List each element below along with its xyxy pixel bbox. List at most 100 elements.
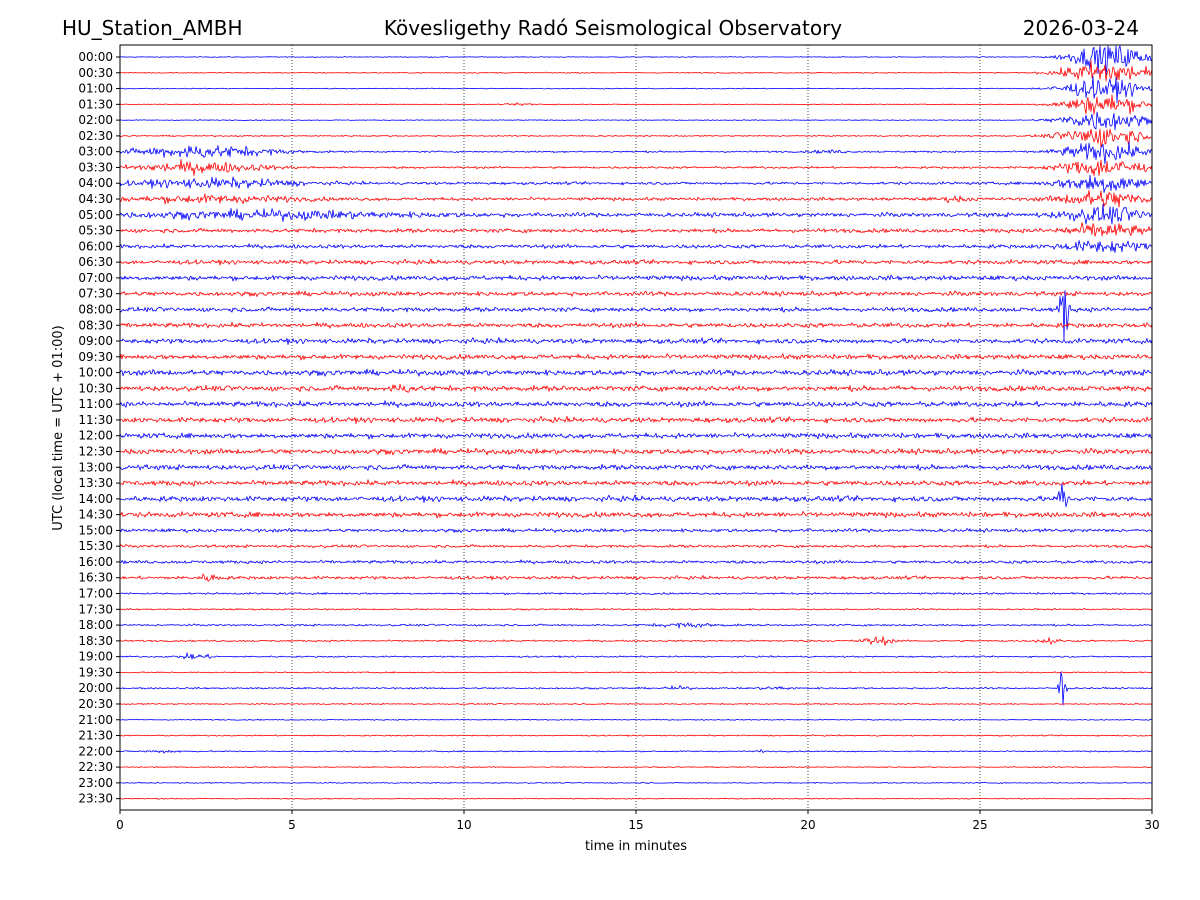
y-tick-label: 12:00 xyxy=(78,429,113,443)
trace-row-1800 xyxy=(119,622,1153,629)
y-tick-label: 19:30 xyxy=(78,665,113,679)
y-tick-label: 17:30 xyxy=(78,602,113,616)
y-tick-label: 18:00 xyxy=(78,618,113,632)
x-axis-ticks: 0 5 10 15 20 25 30 xyxy=(116,810,1160,832)
trace-row-0900 xyxy=(119,337,1153,345)
x-tick-label: 0 xyxy=(116,818,124,832)
y-tick-label: 11:30 xyxy=(78,413,113,427)
y-tick-label: 19:00 xyxy=(78,650,113,664)
trace-row-1230 xyxy=(119,447,1153,456)
y-tick-label: 06:00 xyxy=(78,239,113,253)
y-tick-label: 20:00 xyxy=(78,681,113,695)
x-axis-label: time in minutes xyxy=(585,839,687,854)
trace-row-0800 xyxy=(119,290,1153,341)
trace-row-1100 xyxy=(119,400,1153,408)
trace-row-0100 xyxy=(119,75,1153,104)
trace-row-2030 xyxy=(119,702,1153,706)
trace-row-1430 xyxy=(119,510,1153,519)
trace-row-1730 xyxy=(119,607,1153,611)
trace-row-2200 xyxy=(119,749,1153,754)
x-tick-label: 25 xyxy=(972,818,987,832)
y-tick-label: 08:30 xyxy=(78,318,113,332)
trace-row-1130 xyxy=(119,415,1153,424)
y-axis-label: UTC (local time = UTC + 01:00) xyxy=(51,325,66,530)
trace-row-2300 xyxy=(119,781,1153,784)
trace-row-0400 xyxy=(119,174,1153,193)
y-tick-label: 09:30 xyxy=(78,350,113,364)
trace-row-0700 xyxy=(119,274,1153,282)
x-tick-label: 30 xyxy=(1144,818,1159,832)
y-tick-label: 06:30 xyxy=(78,255,113,269)
trace-row-0430 xyxy=(119,189,1153,208)
y-tick-label: 14:30 xyxy=(78,508,113,522)
y-tick-label: 10:00 xyxy=(78,366,113,380)
y-tick-label: 12:30 xyxy=(78,445,113,459)
y-tick-label: 22:00 xyxy=(78,744,113,758)
date-title: 2026-03-24 xyxy=(1023,16,1139,40)
y-tick-label: 07:00 xyxy=(78,271,113,285)
y-tick-label: 23:30 xyxy=(78,792,113,806)
y-tick-label: 02:00 xyxy=(78,113,113,127)
trace-row-0830 xyxy=(119,321,1153,329)
station-title: HU_Station_AMBH xyxy=(62,16,242,40)
y-tick-label: 01:00 xyxy=(78,82,113,96)
x-tick-label: 10 xyxy=(456,818,471,832)
trace-row-2100 xyxy=(119,718,1153,721)
y-tick-label: 09:00 xyxy=(78,334,113,348)
trace-row-0600 xyxy=(119,240,1153,254)
y-tick-label: 05:30 xyxy=(78,224,113,238)
y-tick-label: 03:00 xyxy=(78,145,113,159)
y-tick-label: 00:00 xyxy=(78,50,113,64)
y-tick-label: 21:00 xyxy=(78,713,113,727)
y-tick-label: 22:30 xyxy=(78,760,113,774)
trace-row-0330 xyxy=(119,158,1153,177)
y-tick-label: 14:00 xyxy=(78,492,113,506)
trace-row-2230 xyxy=(119,766,1153,769)
x-tick-label: 15 xyxy=(628,818,643,832)
y-tick-label: 16:30 xyxy=(78,571,113,585)
y-tick-label: 13:00 xyxy=(78,460,113,474)
y-tick-label: 18:30 xyxy=(78,634,113,648)
y-tick-label: 04:30 xyxy=(78,192,113,206)
trace-row-1900 xyxy=(119,652,1153,660)
trace-row-0300 xyxy=(119,141,1153,165)
y-tick-label: 11:00 xyxy=(78,397,113,411)
trace-row-1600 xyxy=(119,559,1153,565)
trace-row-0930 xyxy=(119,353,1153,361)
trace-row-0500 xyxy=(119,203,1153,225)
trace-row-2000 xyxy=(119,671,1153,706)
trace-row-0530 xyxy=(119,222,1153,237)
y-tick-label: 23:00 xyxy=(78,776,113,790)
trace-row-2330 xyxy=(119,797,1153,800)
trace-row-1300 xyxy=(119,463,1153,471)
trace-row-1530 xyxy=(119,544,1153,549)
trace-row-1400 xyxy=(119,483,1153,508)
trace-row-1930 xyxy=(119,671,1153,674)
trace-row-0130 xyxy=(119,94,1153,115)
seismic-traces xyxy=(119,45,1153,800)
trace-row-2130 xyxy=(119,734,1153,737)
trace-row-1200 xyxy=(119,432,1153,440)
y-tick-label: 10:30 xyxy=(78,381,113,395)
y-tick-label: 20:30 xyxy=(78,697,113,711)
y-tick-label: 15:30 xyxy=(78,539,113,553)
y-tick-label: 17:00 xyxy=(78,587,113,601)
trace-row-0000 xyxy=(119,45,1153,76)
trace-row-0730 xyxy=(119,290,1153,297)
y-tick-label: 03:30 xyxy=(78,160,113,174)
y-tick-label: 00:30 xyxy=(78,66,113,80)
y-tick-label: 16:00 xyxy=(78,555,113,569)
y-tick-label: 08:00 xyxy=(78,302,113,316)
y-tick-label: 21:30 xyxy=(78,729,113,743)
x-tick-label: 20 xyxy=(800,818,815,832)
y-tick-label: 07:30 xyxy=(78,287,113,301)
trace-row-1030 xyxy=(119,383,1153,393)
vertical-grid xyxy=(291,45,981,810)
y-tick-label: 04:00 xyxy=(78,176,113,190)
plot-frame xyxy=(119,44,1153,811)
x-tick-label: 5 xyxy=(288,818,296,832)
observatory-title: Kövesligethy Radó Seismological Observat… xyxy=(384,16,842,40)
